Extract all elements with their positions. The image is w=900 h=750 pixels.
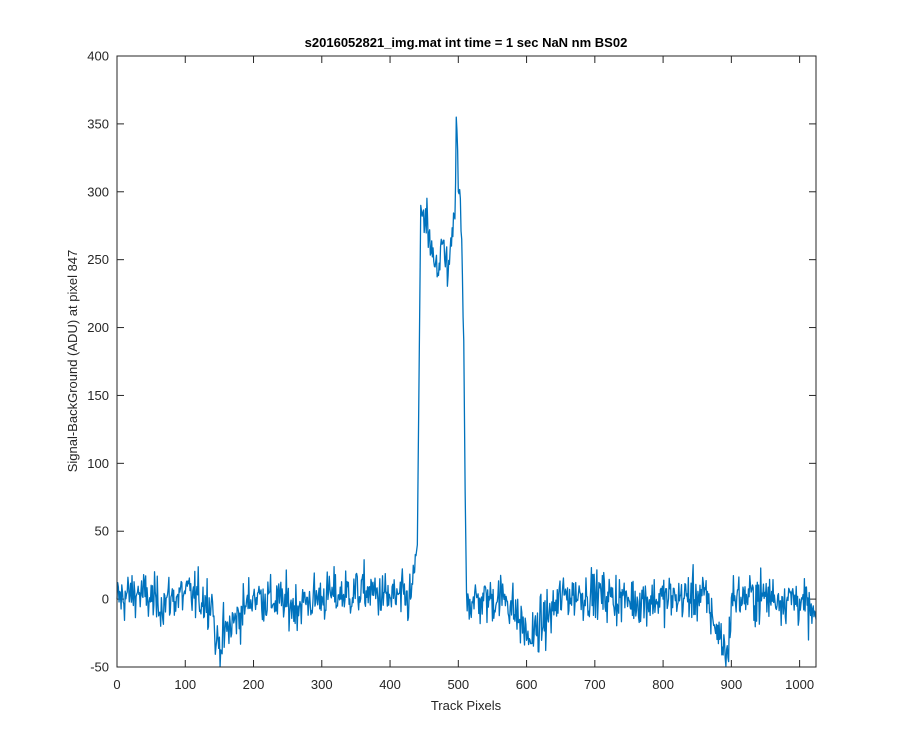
y-tick-label: 200 — [87, 320, 109, 335]
x-tick-label: 500 — [447, 677, 469, 692]
chart-title: s2016052821_img.mat int time = 1 sec NaN… — [305, 35, 628, 50]
x-tick-label: 0 — [113, 677, 120, 692]
y-tick-label: -50 — [90, 660, 109, 675]
y-tick-label: 350 — [87, 116, 109, 131]
ticks-layer: 0 100 200 300 400 500 600 700 800 900 1000 -50 0 50 10… — [87, 49, 816, 692]
y-tick-label: 400 — [87, 49, 109, 64]
y-axis-label: Signal-BackGround (ADU) at pixel 847 — [65, 250, 80, 473]
x-tick-label: 200 — [243, 677, 265, 692]
x-tick-label: 700 — [584, 677, 606, 692]
series-line — [116, 116, 817, 668]
x-tick-label: 400 — [379, 677, 401, 692]
x-tick-label: 600 — [516, 677, 538, 692]
y-tick-label: 0 — [102, 592, 109, 607]
x-axis-label: Track Pixels — [431, 698, 502, 713]
y-tick-label: 50 — [95, 524, 109, 539]
y-tick-label: 250 — [87, 252, 109, 267]
x-tick-label: 1000 — [785, 677, 814, 692]
y-tick-label: 300 — [87, 184, 109, 199]
plot-area-frame — [116, 55, 817, 668]
y-tick-label: 100 — [87, 456, 109, 471]
x-tick-label: 800 — [652, 677, 674, 692]
x-tick-label: 900 — [721, 677, 743, 692]
x-tick-label: 300 — [311, 677, 333, 692]
x-tick-label: 100 — [174, 677, 196, 692]
y-tick-label: 150 — [87, 388, 109, 403]
